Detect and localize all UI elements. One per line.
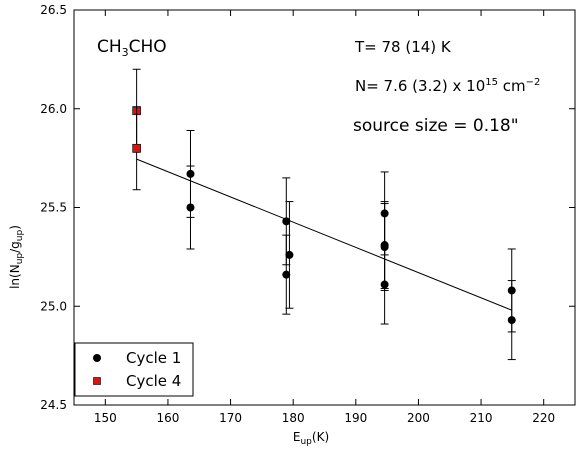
y-tick-label: 25.0 — [40, 299, 67, 313]
data-point-circle — [285, 250, 294, 259]
x-tick-label: 190 — [344, 411, 367, 425]
temperature-label: T= 78 (14) K — [354, 38, 452, 56]
x-tick-label: 160 — [156, 411, 179, 425]
data-point-square — [132, 143, 141, 153]
y-axis-label: ln(Nup/gup) — [8, 225, 25, 289]
axes-layer: 150 160 170 180 190 200 210 220 24.5 25.0 25.5 26.0… — [40, 3, 576, 425]
y-tick-label: 24.5 — [40, 398, 67, 412]
series-layer — [132, 68, 516, 361]
data-point-circle — [186, 203, 195, 212]
data-point-circle — [282, 270, 291, 279]
data-point-circle — [282, 217, 291, 226]
fit-line — [136, 158, 512, 311]
legend-box — [74, 342, 194, 397]
x-tick-label: 210 — [470, 411, 493, 425]
y-tick-label: 26.0 — [40, 102, 67, 116]
column-density-label: N= 7.6 (3.2) x 1015 cm−2 — [355, 77, 540, 95]
y-tick-label: 25.5 — [40, 201, 67, 215]
data-point-circle — [380, 280, 389, 289]
x-tick-label: 200 — [407, 411, 430, 425]
legend-marker-cycle-1 — [93, 354, 101, 362]
legend-marker-cycle-4 — [93, 377, 101, 385]
molecule-label: CH3CHO — [97, 37, 167, 59]
x-tick-label: 220 — [532, 411, 555, 425]
x-tick-label: 170 — [219, 411, 242, 425]
y-tick-label: 26.5 — [40, 3, 67, 17]
plot-layer — [136, 158, 512, 311]
x-tick-label: 180 — [282, 411, 305, 425]
legend-label-cycle-4: Cycle 4 — [126, 372, 181, 390]
legend: Cycle 1 Cycle 4 — [74, 342, 194, 397]
x-tick-label: 150 — [94, 411, 117, 425]
legend-label-cycle-1: Cycle 1 — [126, 349, 181, 367]
source-size-label: source size = 0.18" — [353, 116, 519, 136]
data-point-circle — [507, 316, 516, 325]
x-axis-label: Eup(K) — [293, 430, 329, 447]
